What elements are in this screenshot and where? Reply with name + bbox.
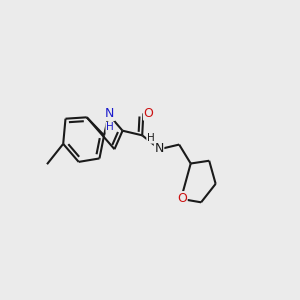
Text: N: N <box>154 142 164 155</box>
Text: N: N <box>105 107 115 120</box>
Text: H: H <box>147 133 154 143</box>
Text: H: H <box>106 122 114 132</box>
Text: O: O <box>177 192 187 205</box>
Text: O: O <box>143 107 153 120</box>
